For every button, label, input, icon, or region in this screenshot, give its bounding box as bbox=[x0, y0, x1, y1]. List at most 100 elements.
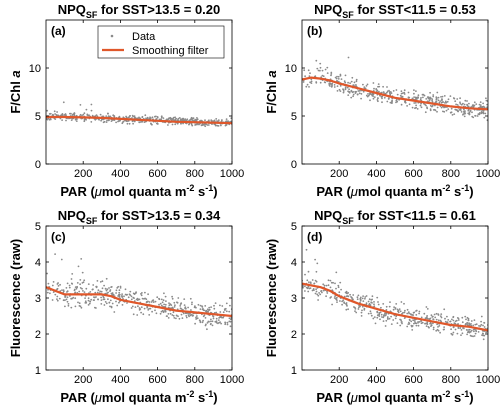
data-point bbox=[475, 103, 478, 105]
data-point bbox=[79, 305, 82, 308]
data-point bbox=[215, 118, 218, 120]
data-point bbox=[97, 289, 100, 292]
data-point bbox=[381, 101, 383, 104]
data-point bbox=[219, 315, 222, 318]
x-tick-label: 800 bbox=[442, 168, 460, 180]
data-point bbox=[73, 289, 76, 292]
data-point bbox=[205, 323, 207, 326]
data-point bbox=[196, 117, 198, 119]
data-point bbox=[72, 296, 75, 299]
data-point bbox=[438, 325, 441, 327]
y-axis-label: F/Chl a bbox=[8, 70, 23, 113]
data-point bbox=[408, 103, 411, 106]
y-tick-label: 5 bbox=[35, 221, 41, 233]
y-tick-label: 10 bbox=[29, 63, 41, 75]
data-point bbox=[349, 82, 351, 85]
x-tick-label: 800 bbox=[186, 374, 204, 386]
data-point bbox=[436, 323, 438, 326]
data-point bbox=[378, 85, 381, 88]
data-point bbox=[213, 307, 216, 310]
data-point bbox=[333, 84, 336, 86]
data-point bbox=[191, 119, 194, 122]
data-point bbox=[436, 110, 438, 113]
data-point bbox=[435, 318, 438, 321]
data-point bbox=[80, 258, 83, 260]
data-point bbox=[228, 310, 231, 313]
data-point bbox=[180, 118, 183, 121]
data-point bbox=[148, 314, 151, 316]
data-point bbox=[353, 81, 356, 84]
data-point bbox=[431, 104, 434, 107]
x-axis-label: PAR (μmol quanta m-2 s-1) bbox=[60, 183, 217, 199]
data-point bbox=[71, 273, 74, 275]
data-point bbox=[356, 298, 359, 301]
data-point bbox=[145, 298, 148, 301]
data-point bbox=[411, 325, 413, 328]
data-point bbox=[381, 97, 383, 100]
data-point bbox=[173, 301, 176, 304]
data-point bbox=[361, 305, 364, 308]
data-point bbox=[54, 118, 57, 120]
data-point bbox=[86, 114, 89, 116]
data-point bbox=[388, 317, 391, 320]
data-point bbox=[480, 315, 483, 318]
data-point bbox=[426, 321, 429, 324]
data-point bbox=[316, 67, 319, 70]
data-point bbox=[442, 101, 444, 103]
data-point bbox=[343, 302, 346, 304]
data-point bbox=[185, 316, 188, 319]
data-point bbox=[198, 123, 200, 126]
data-point bbox=[75, 287, 78, 290]
data-point bbox=[136, 314, 139, 316]
data-point bbox=[126, 122, 129, 125]
data-point bbox=[462, 113, 464, 116]
data-point bbox=[315, 270, 318, 273]
data-point bbox=[454, 100, 457, 103]
data-point bbox=[461, 316, 464, 319]
data-point bbox=[118, 296, 121, 298]
data-point bbox=[460, 111, 463, 113]
data-point bbox=[478, 325, 480, 327]
data-point bbox=[345, 302, 348, 304]
data-point bbox=[437, 326, 439, 328]
data-point bbox=[333, 297, 336, 299]
data-point bbox=[426, 308, 429, 310]
data-point bbox=[174, 116, 177, 119]
data-point bbox=[70, 297, 73, 300]
data-point bbox=[133, 120, 136, 123]
data-point bbox=[403, 311, 406, 314]
data-point bbox=[100, 299, 103, 301]
data-point bbox=[486, 331, 488, 333]
data-point bbox=[367, 300, 370, 303]
data-point bbox=[470, 320, 473, 322]
panel-d: NPQSF for SST<11.5 = 0.61 200 400 600 800 100… bbox=[264, 208, 500, 405]
data-point bbox=[205, 309, 208, 312]
data-point bbox=[224, 323, 227, 326]
data-point bbox=[366, 83, 369, 86]
data-point bbox=[79, 104, 82, 106]
data-point bbox=[79, 113, 82, 116]
data-point bbox=[207, 320, 210, 323]
data-point bbox=[131, 305, 134, 308]
data-point bbox=[317, 69, 320, 72]
data-point bbox=[479, 101, 482, 103]
data-point bbox=[154, 309, 156, 312]
data-point bbox=[350, 296, 352, 298]
data-point bbox=[76, 285, 78, 288]
data-point bbox=[418, 312, 420, 315]
data-point bbox=[415, 104, 417, 107]
data-point bbox=[87, 297, 90, 300]
data-point bbox=[413, 96, 415, 98]
data-point bbox=[52, 281, 55, 283]
data-point bbox=[407, 91, 410, 94]
data-point bbox=[82, 281, 85, 284]
data-point bbox=[108, 301, 111, 304]
data-point bbox=[339, 74, 342, 77]
data-point bbox=[339, 300, 341, 302]
data-point bbox=[215, 320, 218, 323]
data-point bbox=[307, 69, 310, 72]
panel-label: (d) bbox=[307, 230, 322, 244]
data-point bbox=[451, 318, 453, 321]
data-point bbox=[156, 116, 159, 119]
data-point bbox=[346, 305, 348, 307]
